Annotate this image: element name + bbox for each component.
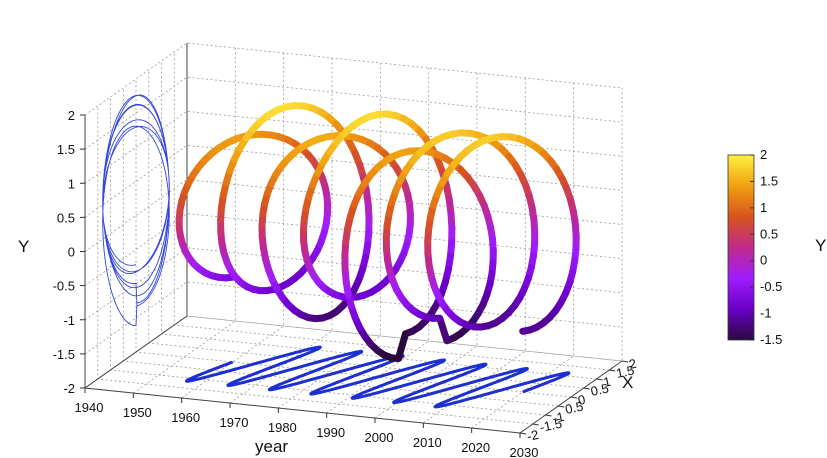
year-axis-title: year — [255, 437, 288, 456]
colorbar-tick-label: 0.5 — [760, 226, 778, 241]
x-tick-label: 0 — [577, 392, 587, 408]
x-axis-title: X — [622, 373, 633, 392]
wall-gridline — [84, 247, 623, 321]
colorbar-tick-label: -1.5 — [760, 332, 782, 347]
colorbar-title: Y — [815, 236, 826, 255]
x-tick-label: -1.5 — [538, 416, 563, 435]
y-tick-label: 1.5 — [57, 142, 75, 157]
colorbar: 2 1.5 1 0.5 0 -0.5 -1 -1.5 Y — [727, 147, 826, 347]
x-tick-label: 2 — [628, 356, 638, 372]
year-tick-label: 1970 — [220, 415, 249, 430]
y-tick-label: -1 — [63, 313, 75, 328]
year-tick-label: 1940 — [75, 400, 104, 415]
x-tickmark — [558, 405, 565, 408]
x-tick-label: 0.5 — [589, 381, 610, 399]
x-tickmark — [583, 387, 590, 390]
year-tick-label: 2030 — [510, 445, 539, 458]
colorbar-tick-label: 1 — [760, 200, 767, 215]
projection-x-y-layer — [102, 94, 170, 327]
x-tickmark — [519, 432, 527, 435]
colorbar-tick-label: 2 — [760, 147, 767, 162]
wall-gridline — [84, 76, 623, 150]
x-tickmark — [609, 369, 616, 372]
wall-gridline — [84, 42, 623, 116]
projection-year-x-layer — [185, 345, 571, 409]
projection-year-x-line — [185, 345, 571, 409]
year-gridline — [471, 83, 575, 429]
x-tickmark — [570, 396, 578, 399]
y-tick-label: -1.5 — [53, 347, 75, 362]
colorbar-tick-label: -0.5 — [760, 279, 782, 294]
colorbar-tick-label: -1 — [760, 306, 772, 321]
year-tick-label: 2010 — [413, 435, 442, 450]
wall-gridline — [84, 179, 623, 252]
x-tick-label: 1 — [602, 374, 612, 390]
x-tick-label: 1.5 — [615, 363, 636, 381]
colorbar-tick-label: 0 — [760, 253, 767, 268]
year-gridline — [423, 78, 526, 424]
x-tick-label: -2 — [526, 427, 540, 444]
helix-segment — [519, 326, 534, 335]
year-tick-label: 1960 — [171, 410, 200, 425]
projection-x-y-line — [102, 94, 170, 327]
year-tick-label: 1990 — [316, 425, 345, 440]
y-tick-label: 0.5 — [57, 210, 75, 225]
helix-layer — [175, 102, 580, 363]
x-tickmark — [621, 360, 629, 363]
year-tick-label: 1950 — [123, 405, 152, 420]
y-tick-label: 2 — [68, 108, 75, 123]
wall-gridline — [84, 281, 623, 355]
wall-gridline — [84, 213, 623, 286]
y-tick-label: -0.5 — [53, 279, 75, 294]
y-tick-label: -2 — [63, 381, 75, 396]
year-tick-label: 2000 — [365, 430, 394, 445]
colorbar-tick-label: 1.5 — [760, 173, 778, 188]
x-tickmark — [545, 414, 552, 417]
axis-frame-side — [84, 43, 188, 389]
x-tick-label: -1 — [551, 409, 565, 426]
colorbar-strip — [727, 154, 755, 341]
x-tick-label: 0.5 — [564, 399, 585, 417]
year-gridline — [181, 53, 285, 399]
y-tick-label: 1 — [68, 176, 75, 191]
y-axis-title: Y — [18, 237, 29, 256]
colorbar-ticks: 2 1.5 1 0.5 0 -0.5 -1 -1.5 — [750, 147, 782, 347]
helix-segment — [436, 314, 451, 345]
y-tick-label: 0 — [68, 245, 75, 260]
wall-gridline — [84, 110, 623, 184]
x-tickmark — [532, 423, 539, 426]
wall-gridline — [84, 144, 623, 218]
year-tick-label: 2020 — [461, 440, 490, 455]
year-gridline — [326, 68, 430, 414]
helix-segment — [394, 330, 409, 363]
year-tick-label: 1980 — [268, 420, 297, 435]
x-tickmark — [596, 378, 603, 381]
